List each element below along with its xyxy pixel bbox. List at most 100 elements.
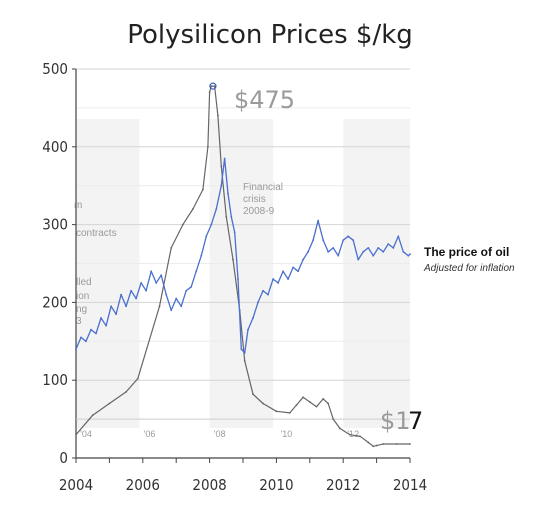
series-point-1	[165, 293, 168, 296]
series-point-1	[347, 235, 350, 238]
y-tick-label: 0	[59, 449, 68, 467]
series-point-0	[108, 402, 111, 405]
series-point-1	[402, 250, 405, 253]
crisis-label-line: crisis	[243, 194, 266, 205]
series-point-0	[367, 441, 370, 444]
series-point-0	[125, 390, 127, 393]
series-point-1	[302, 258, 305, 261]
series-point-1	[170, 309, 173, 312]
series-point-1	[125, 305, 127, 308]
series-point-1	[233, 231, 236, 234]
series-point-1	[85, 340, 87, 343]
peak-price-label: $475	[234, 86, 295, 114]
series-point-1	[252, 317, 254, 319]
series-point-1	[247, 328, 249, 331]
series-point-0	[192, 208, 194, 210]
series-point-1	[210, 223, 213, 226]
chart-annotations: $475 $17 The price of oil Adjusted for infl…	[234, 86, 515, 435]
series-point-1	[130, 289, 133, 292]
series-point-1	[367, 247, 370, 249]
series-point-0	[409, 443, 411, 445]
series-point-1	[180, 305, 183, 308]
series-point-1	[387, 243, 390, 245]
series-point-0	[75, 433, 77, 436]
series-point-1	[80, 336, 82, 339]
series-point-0	[302, 396, 305, 399]
series-point-1	[322, 239, 325, 242]
series-point-1	[215, 208, 218, 210]
series-point-1	[397, 235, 400, 238]
series-point-0	[288, 411, 291, 414]
series-point-1	[110, 305, 112, 308]
grid-lines	[76, 68, 410, 459]
series-point-1	[155, 282, 158, 284]
series-point-1	[223, 157, 226, 160]
crisis-label-line: 2008-9	[243, 206, 275, 217]
series-point-1	[220, 184, 223, 187]
series-point-0	[213, 85, 216, 88]
series-point-1	[337, 254, 340, 257]
series-point-0	[332, 418, 335, 420]
series-point-1	[105, 324, 107, 327]
axes: 0 100 200 300 400 500 2004 2006 2008 2010 2012 2014	[42, 60, 427, 494]
background-fragment: 3	[76, 316, 82, 327]
series-point-0	[202, 188, 204, 191]
series-point-0	[262, 402, 264, 405]
series-point-1	[352, 239, 355, 242]
series-point-0	[217, 114, 219, 117]
series-point-1	[75, 348, 77, 350]
x-tick-label: 2006	[126, 476, 160, 494]
background-fragment: ng	[76, 304, 87, 315]
series-point-1	[150, 270, 153, 273]
series-point-1	[267, 293, 269, 296]
background-bands	[76, 119, 410, 428]
series-point-0	[295, 404, 298, 406]
series-point-0	[359, 435, 361, 438]
series-point-0	[252, 393, 254, 396]
faint-year-label: '12	[347, 429, 359, 439]
oil-label-subtitle: Adjusted for inflation	[423, 263, 515, 274]
series-point-0	[308, 401, 311, 403]
series-point-1	[120, 293, 122, 296]
series-point-1	[243, 352, 246, 354]
series-point-0	[395, 443, 398, 445]
series-line-0	[75, 85, 410, 447]
end-price-label-faint: $1	[380, 407, 411, 435]
peak-marker	[209, 82, 217, 90]
series-lines	[75, 82, 411, 448]
series-point-1	[185, 289, 188, 292]
series-point-1	[205, 235, 208, 238]
background-fragment: ion	[76, 291, 89, 302]
series-point-1	[287, 278, 289, 280]
series-point-0	[181, 223, 184, 226]
x-tick-label: 2010	[259, 476, 293, 494]
series-point-0	[220, 165, 223, 168]
x-tick-label: 2008	[192, 476, 226, 494]
y-tick-label: 500	[42, 60, 68, 78]
x-tick-label: 2012	[326, 476, 360, 494]
x-tick-label: 2014	[393, 476, 427, 494]
series-point-1	[407, 254, 410, 257]
series-point-1	[100, 317, 102, 319]
series-point-1	[195, 270, 198, 273]
series-point-0	[275, 410, 278, 413]
series-point-1	[140, 282, 143, 284]
series-point-0	[207, 145, 209, 148]
y-tick-label: 100	[42, 371, 68, 389]
background-fragment: contracts	[76, 228, 117, 239]
series-point-1	[257, 301, 259, 304]
background-fragment: lled	[76, 277, 92, 288]
y-tick-label: 300	[42, 216, 68, 234]
oil-label-title: The price of oil	[424, 245, 509, 259]
series-point-1	[377, 247, 380, 249]
y-tick-label: 200	[42, 293, 68, 311]
series-point-1	[160, 274, 163, 277]
series-point-0	[338, 427, 341, 430]
series-point-1	[272, 278, 274, 280]
series-point-0	[327, 402, 330, 405]
series-point-0	[382, 443, 385, 445]
series-point-1	[90, 328, 92, 331]
series-point-1	[227, 192, 229, 195]
faint-year-label: '06	[144, 429, 156, 439]
